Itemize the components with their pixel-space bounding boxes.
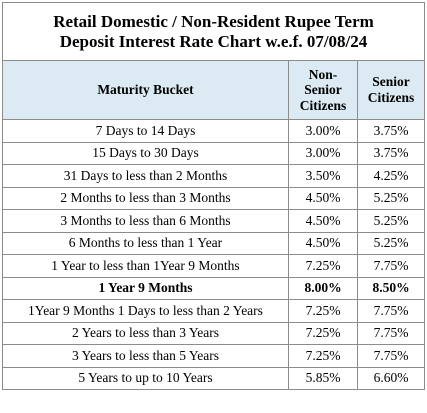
maturity-bucket-cell: 6 Months to less than 1 Year [2,231,289,255]
header-senior-line-1: Senior [372,74,410,90]
table-row: 1 Year to less than 1Year 9 Months 7.25%… [2,254,425,278]
title-line-1: Retail Domestic / Non-Resident Rupee Ter… [53,12,374,32]
maturity-bucket-cell: 2 Years to less than 3 Years [2,321,289,345]
senior-rate-cell: 7.75% [357,344,425,368]
header-senior-line-2: Citizens [367,90,415,105]
table-row: 2 Years to less than 3 Years 7.25% 7.75% [2,321,425,345]
non-senior-rate-cell: 3.00% [288,119,358,143]
header-senior-citizens: Senior Citizens [357,60,425,120]
senior-rate-cell: 3.75% [357,141,425,165]
non-senior-rate-cell: 3.50% [288,164,358,188]
non-senior-rate-cell: 7.25% [288,321,358,345]
maturity-bucket-cell: 15 Days to 30 Days [2,141,289,165]
interest-rate-table: Retail Domestic / Non-Resident Rupee Ter… [2,2,425,390]
non-senior-rate-cell: 3.00% [288,141,358,165]
table-row: 5 Years to up to 10 Years 5.85% 6.60% [2,366,425,390]
senior-rate-cell: 7.75% [357,299,425,323]
senior-rate-cell: 3.75% [357,119,425,143]
non-senior-rate-cell: 4.50% [288,186,358,210]
non-senior-rate-cell: 7.25% [288,344,358,368]
senior-rate-cell: 5.25% [357,186,425,210]
header-maturity-bucket: Maturity Bucket [2,60,289,120]
header-non-senior-line-1: Non- [308,66,338,82]
senior-rate-cell: 4.25% [357,164,425,188]
senior-rate-cell: 7.75% [357,321,425,345]
maturity-bucket-cell: 3 Months to less than 6 Months [2,209,289,233]
non-senior-rate-cell: 4.50% [288,231,358,255]
maturity-bucket-cell: 1Year 9 Months 1 Days to less than 2 Yea… [2,299,289,323]
maturity-bucket-cell: 7 Days to 14 Days [2,119,289,143]
header-non-senior-citizens: Non- Senior Citizens [288,60,358,120]
maturity-bucket-cell: 3 Years to less than 5 Years [2,344,289,368]
table-row: 1Year 9 Months 1 Days to less than 2 Yea… [2,299,425,323]
header-non-senior-line-3: Citizens [299,97,347,113]
title-line-2: Deposit Interest Rate Chart w.e.f. 07/08… [59,31,368,51]
table-title: Retail Domestic / Non-Resident Rupee Ter… [2,2,425,61]
senior-rate-cell: 7.75% [357,254,425,278]
non-senior-rate-cell: 5.85% [288,366,358,390]
maturity-bucket-cell: 31 Days to less than 2 Months [2,164,289,188]
table-row: 6 Months to less than 1 Year 4.50% 5.25% [2,231,425,255]
maturity-bucket-cell: 1 Year 9 Months [2,276,289,300]
table-row: 3 Months to less than 6 Months 4.50% 5.2… [2,209,425,233]
table-row: 15 Days to 30 Days 3.00% 3.75% [2,141,425,165]
non-senior-rate-cell: 4.50% [288,209,358,233]
header-non-senior-line-2: Senior [304,82,342,98]
senior-rate-cell: 6.60% [357,366,425,390]
non-senior-rate-cell: 8.00% [288,276,358,300]
maturity-bucket-cell: 1 Year to less than 1Year 9 Months [2,254,289,278]
senior-rate-cell: 8.50% [357,276,425,300]
non-senior-rate-cell: 7.25% [288,254,358,278]
maturity-bucket-cell: 2 Months to less than 3 Months [2,186,289,210]
senior-rate-cell: 5.25% [357,231,425,255]
table-row: 31 Days to less than 2 Months 3.50% 4.25… [2,164,425,188]
senior-rate-cell: 5.25% [357,209,425,233]
table-row: 7 Days to 14 Days 3.00% 3.75% [2,119,425,143]
table-row-highlighted: 1 Year 9 Months 8.00% 8.50% [2,276,425,300]
maturity-bucket-cell: 5 Years to up to 10 Years [2,366,289,390]
table-row: 2 Months to less than 3 Months 4.50% 5.2… [2,186,425,210]
non-senior-rate-cell: 7.25% [288,299,358,323]
table-row: 3 Years to less than 5 Years 7.25% 7.75% [2,344,425,368]
